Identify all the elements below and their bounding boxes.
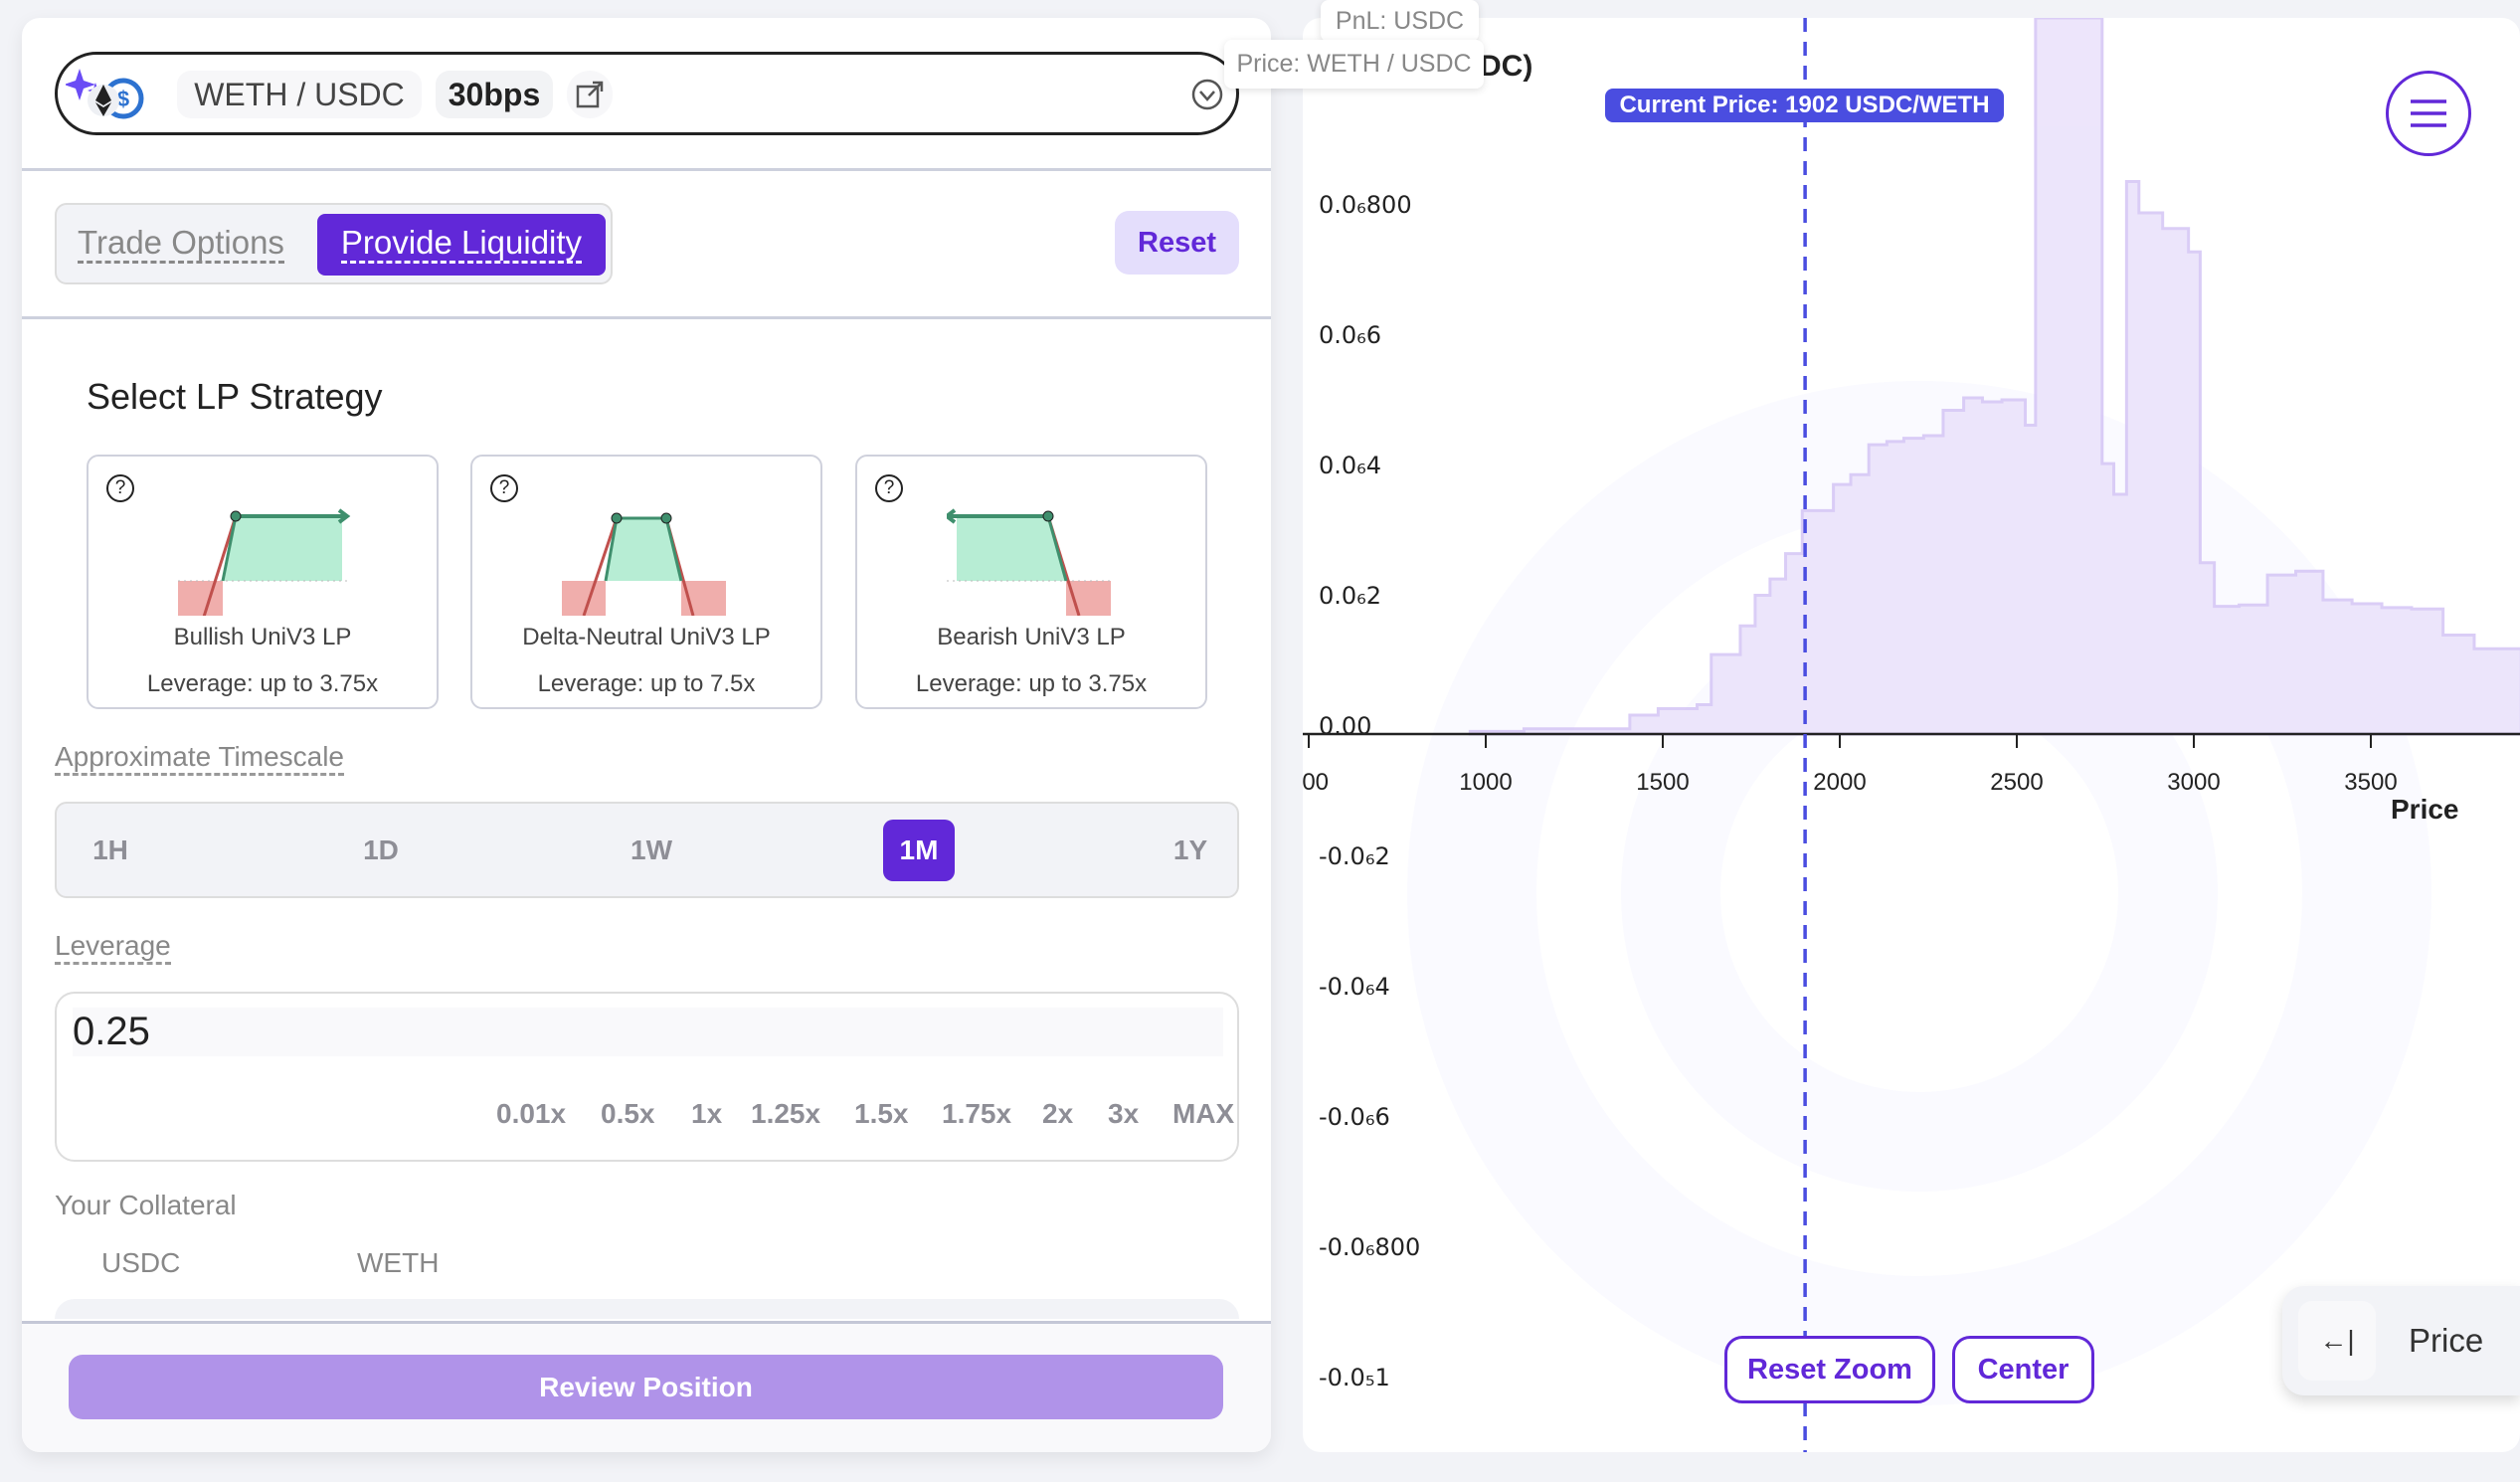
strategy-card-delta-neutral[interactable]: ? Delta-Neutral UniV3 LP Leverage: up to… [470,455,822,709]
y-tick-label: -0.0₆800 [1319,1233,1420,1261]
fee-tier: 30bps [436,71,553,118]
y-tick-label: -0.0₆6 [1319,1103,1390,1131]
collateral-token-weth[interactable]: WETH [357,1247,440,1278]
divider [22,168,1271,171]
review-position-button[interactable]: Review Position [69,1355,1223,1419]
chart-panel: 500 1000 1500 2000 2500 3000 3500 0.0₆800 0.0₆6 0… [1303,18,2520,1452]
x-tick-label: 3500 [2344,769,2397,796]
leverage-preset[interactable]: 1x [691,1098,723,1129]
x-tick-label: 3000 [2167,769,2220,796]
y-tick-label: 0.0₆800 [1319,191,1412,219]
pnl-chart[interactable]: 500 1000 1500 2000 2500 3000 3500 0.0₆800 0.0₆6 0… [1303,18,2520,1452]
arrow-left-bar-icon[interactable]: ←| [2298,1301,2376,1381]
mode-tabs: Trade Options Provide Liquidity [55,203,613,284]
x-tick-label: 2500 [1990,769,2043,796]
tab-label: Trade Options [78,226,284,264]
timescale-label: Approximate Timescale [55,741,345,776]
help-icon[interactable]: ? [106,474,134,502]
y-tick-label: 0.0₆4 [1319,452,1381,479]
y-tick-label: 0.0₆2 [1319,582,1381,610]
strategy-name: Bullish UniV3 LP [173,624,352,650]
price-axis-toggle: ←| Price [2282,1286,2520,1395]
help-icon[interactable]: ? [490,474,518,502]
footer: Review Position [22,1321,1271,1452]
leverage-preset[interactable]: 3x [1108,1098,1140,1129]
y-axis-title: DC) [1480,50,1533,83]
center-button[interactable]: Center [1952,1336,2094,1403]
reset-button[interactable]: Reset [1115,211,1239,275]
bearish-payoff-icon [947,508,1111,616]
x-tick-label: 2000 [1813,769,1866,796]
timescale-option-1h[interactable]: 1H [92,834,128,865]
price-toggle-label[interactable]: Price [2409,1322,2484,1359]
chevron-down-circle-icon[interactable] [1190,78,1224,111]
timescale-option-1m[interactable]: 1M [883,820,955,881]
timescale-option-1w[interactable]: 1W [630,834,672,865]
leverage-label: Leverage [55,930,171,965]
pnl-tooltip: PnL: USDC [1321,0,1479,42]
timescale-option-1d[interactable]: 1D [363,834,399,865]
strategy-name: Bearish UniV3 LP [937,624,1126,650]
delta-neutral-payoff-icon [562,512,726,616]
svg-text:$: $ [117,87,129,111]
reset-zoom-button[interactable]: Reset Zoom [1724,1336,1935,1403]
collateral-token-usdc[interactable]: USDC [101,1247,181,1278]
timescale-option-1y[interactable]: 1Y [1172,834,1208,865]
y-tick-label: -0.0₆4 [1319,973,1390,1001]
x-tick-label: 500 [1303,769,1329,796]
y-tick-label: 0.0₆6 [1319,321,1381,349]
strategy-leverage: Leverage: up to 3.75x [915,670,1148,697]
price-tooltip: Price: WETH / USDC [1224,40,1484,89]
y-tick-label: -0.0₅1 [1319,1364,1390,1391]
leverage-input[interactable]: 0.25 [73,1008,1223,1056]
timescale-selector: 1H 1D 1W 1M 1Y [55,802,1239,898]
hamburger-menu-icon[interactable] [2386,71,2471,156]
pair-selector[interactable]: $ WETH / USDC 30bps [55,52,1239,135]
tab-label: Provide Liquidity [340,226,583,264]
leverage-preset[interactable]: 2x [1042,1098,1074,1129]
bullish-payoff-icon [178,508,351,616]
collateral-input[interactable] [55,1299,1239,1319]
sparkle-icon [66,69,95,100]
x-tick-label: 1000 [1459,769,1512,796]
histogram-area [1468,18,2520,736]
leverage-preset[interactable]: 1.25x [751,1098,821,1129]
pair-name: WETH / USDC [177,71,422,118]
leverage-field: 0.25 0.01x 0.5x 1x 1.25x 1.5x 1.75x 2x 3… [55,992,1239,1162]
strategy-title: Select LP Strategy [87,376,383,417]
collateral-label: Your Collateral [55,1190,237,1220]
strategy-card-bearish[interactable]: ? Bearish UniV3 LP Leverage: up to 3.75x [855,455,1207,709]
tab-provide-liquidity[interactable]: Provide Liquidity [317,214,606,276]
strategy-leverage: Leverage: up to 3.75x [146,670,379,697]
pair-logo-icon: $ [66,69,144,119]
x-tick-label: 1500 [1636,769,1689,796]
strategy-card-bullish[interactable]: ? Bullish UniV3 LP Leverage: up to 3.75x [87,455,439,709]
leverage-preset[interactable]: 1.5x [854,1098,909,1129]
trade-panel: $ WETH / USDC 30bps Trade Options Provid… [22,18,1271,1452]
leverage-preset-max[interactable]: MAX [1172,1098,1235,1129]
leverage-preset[interactable]: 1.75x [942,1098,1012,1129]
strategy-leverage: Leverage: up to 7.5x [537,670,756,697]
y-tick-label: 0.00 [1319,712,1371,740]
strategy-name: Delta-Neutral UniV3 LP [522,624,771,650]
current-price-label: Current Price: 1902 USDC/WETH [1605,89,2004,122]
y-tick-label: -0.0₆2 [1319,842,1390,870]
leverage-preset[interactable]: 0.5x [601,1098,655,1129]
divider [22,316,1271,319]
leverage-preset[interactable]: 0.01x [496,1098,567,1129]
external-link-icon[interactable] [567,71,613,118]
help-icon[interactable]: ? [875,474,903,502]
x-axis-title: Price [2391,794,2459,825]
tab-trade-options[interactable]: Trade Options [69,214,293,276]
